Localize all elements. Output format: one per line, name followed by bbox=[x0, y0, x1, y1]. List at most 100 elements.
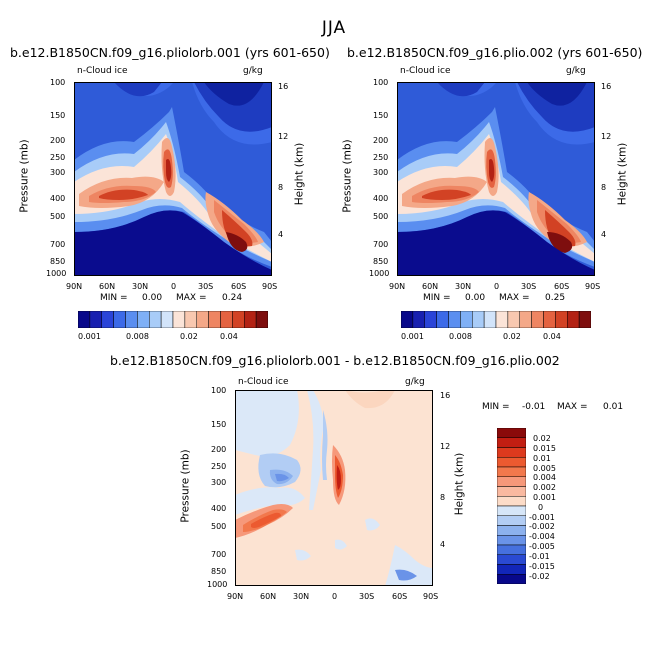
colorbar-cell bbox=[125, 311, 138, 328]
panel2-colorbar-label: 0.02 bbox=[503, 332, 521, 341]
panel1-units: g/kg bbox=[243, 66, 263, 76]
panel1-ytick: 1000 bbox=[46, 269, 67, 278]
colorbar-cell bbox=[172, 311, 186, 328]
panel3-max-value: 0.01 bbox=[603, 402, 624, 412]
panel3-colorbar-label: -0.004 bbox=[529, 532, 555, 541]
panel3-xtick: 90S bbox=[423, 592, 439, 601]
colorbar-cell bbox=[519, 311, 532, 328]
panel3-colorbar-label: -0.005 bbox=[529, 542, 555, 551]
panel3-max-label: MAX = bbox=[557, 402, 588, 412]
panel1-ytick: 500 bbox=[50, 212, 66, 221]
panel2-height-tick: 8 bbox=[601, 183, 607, 192]
colorbar-cell bbox=[401, 311, 414, 328]
panel1-ytick: 200 bbox=[50, 136, 66, 145]
panel3-colorbar-label: -0.002 bbox=[529, 522, 555, 531]
panel2-height-tick: 4 bbox=[601, 230, 607, 239]
panel3-ytick: 250 bbox=[211, 462, 227, 471]
colorbar-cell bbox=[497, 466, 526, 477]
panel1-ytick: 150 bbox=[50, 111, 66, 120]
panel3-ytick: 500 bbox=[211, 522, 227, 531]
colorbar-cell bbox=[89, 311, 102, 328]
colorbar-cell bbox=[531, 311, 544, 328]
colorbar-cell bbox=[244, 311, 257, 328]
colorbar-cell bbox=[412, 311, 425, 328]
colorbar-cell bbox=[543, 311, 556, 328]
panel1-xtick: 60S bbox=[231, 282, 247, 291]
panel1-colorbar-label: 0.001 bbox=[78, 332, 101, 341]
panel3-ytick: 150 bbox=[211, 420, 227, 429]
panel3-contour-plot bbox=[235, 390, 433, 586]
panel3-xtick: 0 bbox=[332, 592, 338, 601]
colorbar-cell bbox=[497, 496, 526, 507]
panel3-height-tick: 8 bbox=[440, 493, 446, 502]
figure-title: JJA bbox=[321, 18, 347, 38]
colorbar-cell bbox=[497, 447, 526, 458]
panel3-colorbar bbox=[497, 428, 526, 584]
panel1-var-label: n-Cloud ice bbox=[77, 66, 128, 76]
colorbar-cell bbox=[497, 564, 526, 575]
colorbar-cell bbox=[184, 311, 197, 328]
panel1-ylabel: Pressure (mb) bbox=[18, 139, 31, 213]
panel1-colorbar-label: 0.008 bbox=[126, 332, 149, 341]
panel2-ytick: 300 bbox=[373, 168, 389, 177]
panel1-height-tick: 16 bbox=[278, 82, 289, 91]
panel2-xtick: 30N bbox=[455, 282, 472, 291]
colorbar-cell bbox=[472, 311, 485, 328]
panel3-colorbar-label: 0.02 bbox=[533, 434, 551, 443]
colorbar-cell bbox=[101, 311, 114, 328]
panel2-ylabel: Pressure (mb) bbox=[341, 139, 354, 213]
panel2-ytick: 400 bbox=[373, 194, 389, 203]
panel1-colorbar-label: 0.04 bbox=[220, 332, 238, 341]
colorbar-cell bbox=[497, 457, 526, 468]
colorbar-cell bbox=[578, 311, 591, 328]
colorbar-cell bbox=[460, 311, 473, 328]
colorbar-cell bbox=[137, 311, 150, 328]
panel3-colorbar-label: -0.01 bbox=[529, 552, 550, 561]
panel2-colorbar-label: 0.04 bbox=[543, 332, 561, 341]
panel1-ylabel-right: Height (km) bbox=[293, 142, 306, 206]
colorbar-cell bbox=[495, 311, 509, 328]
panel3-height-tick: 16 bbox=[440, 391, 451, 400]
panel1-xtick: 90N bbox=[66, 282, 83, 291]
panel2-ytick: 150 bbox=[373, 111, 389, 120]
panel2-ytick: 100 bbox=[373, 78, 389, 87]
colorbar-cell bbox=[555, 311, 568, 328]
panel3-colorbar-label: -0.015 bbox=[529, 562, 555, 571]
panel1-max-value: 0.24 bbox=[222, 293, 243, 303]
colorbar-cell bbox=[196, 311, 209, 328]
panel3-min-label: MIN = bbox=[482, 402, 510, 412]
panel1-ytick: 850 bbox=[50, 257, 66, 266]
colorbar-cell bbox=[497, 505, 526, 516]
panel1-ytick: 100 bbox=[50, 78, 66, 87]
panel1-height-tick: 12 bbox=[278, 132, 289, 141]
colorbar-cell bbox=[497, 535, 526, 546]
panel3-colorbar-label: 0.015 bbox=[533, 444, 556, 453]
panel3-colorbar-label: 0.005 bbox=[533, 464, 556, 473]
colorbar-cell bbox=[220, 311, 233, 328]
panel1-xtick: 30S bbox=[198, 282, 214, 291]
panel3-height-tick: 4 bbox=[440, 540, 446, 549]
panel3-colorbar-label: 0 bbox=[538, 503, 544, 512]
panel2-colorbar-label: 0.008 bbox=[449, 332, 472, 341]
panel1-max-label: MAX = bbox=[176, 293, 207, 303]
colorbar-cell bbox=[208, 311, 221, 328]
colorbar-cell bbox=[160, 311, 174, 328]
panel3-ylabel: Pressure (mb) bbox=[179, 449, 192, 523]
panel3-ytick: 100 bbox=[211, 386, 227, 395]
panel3-colorbar-label: 0.004 bbox=[533, 473, 556, 482]
panel2-height-tick: 16 bbox=[601, 82, 612, 91]
panel3-ytick: 400 bbox=[211, 504, 227, 513]
panel2-ytick: 1000 bbox=[369, 269, 390, 278]
panel3-min-value: -0.01 bbox=[522, 402, 546, 412]
panel2-ytick: 850 bbox=[373, 257, 389, 266]
panel1-title: b.e12.B1850CN.f09_g16.pliolorb.001 (yrs … bbox=[10, 45, 330, 60]
panel1-colorbar bbox=[78, 311, 268, 328]
panel2-ytick: 250 bbox=[373, 153, 389, 162]
panel3-xtick: 90N bbox=[227, 592, 244, 601]
panel3-colorbar-label: 0.002 bbox=[533, 483, 556, 492]
panel1-colorbar-label: 0.02 bbox=[180, 332, 198, 341]
panel2-ytick: 200 bbox=[373, 136, 389, 145]
panel3-ytick: 300 bbox=[211, 478, 227, 487]
colorbar-cell bbox=[497, 544, 526, 555]
panel3-colorbar-label: 0.001 bbox=[533, 493, 556, 502]
